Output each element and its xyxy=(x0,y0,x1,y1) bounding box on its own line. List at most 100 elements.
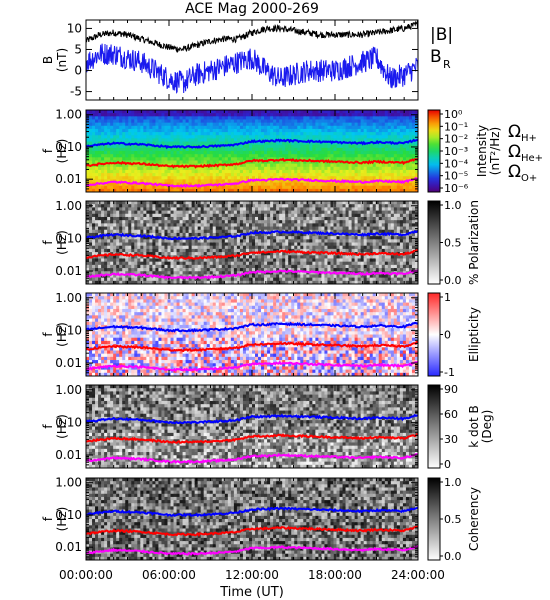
spectrogram-cell xyxy=(339,182,344,187)
spectrogram-cell xyxy=(348,116,353,121)
spectrogram-cell xyxy=(197,280,202,284)
spectrogram-cell xyxy=(327,147,332,152)
spectrogram-cell xyxy=(282,277,286,282)
spectrogram-cell xyxy=(411,169,416,174)
spectrogram-cell xyxy=(218,141,223,146)
spectrogram-cell xyxy=(140,154,144,158)
spectrogram-cell xyxy=(101,163,105,168)
spectrogram-cell xyxy=(176,216,181,221)
spectrogram-cell xyxy=(303,173,307,177)
spectrogram-cell xyxy=(363,128,368,133)
spectrogram-cell xyxy=(191,122,196,127)
spectrogram-cell xyxy=(402,147,407,152)
spectrogram-cell xyxy=(230,223,235,228)
spectrogram-cell xyxy=(303,226,307,231)
spectrogram-cell xyxy=(224,179,229,184)
spectrogram-cell xyxy=(194,216,199,221)
spectrogram-cell xyxy=(306,141,310,146)
spectrogram-cell xyxy=(309,151,313,155)
spectrogram-cell xyxy=(372,151,377,155)
spectrogram-cell xyxy=(131,125,135,130)
spectrogram-cell xyxy=(288,216,292,221)
spectrogram-cell xyxy=(194,226,199,231)
spectrogram-cell xyxy=(273,232,277,237)
spectrogram-cell xyxy=(294,132,298,136)
spectrogram-cell xyxy=(104,176,108,180)
spectrogram-cell xyxy=(98,151,102,155)
spectrogram-cell xyxy=(176,248,181,253)
spectrogram-cell xyxy=(134,163,138,168)
spectrogram-cell xyxy=(155,151,160,155)
spectrogram-cell xyxy=(300,242,304,247)
spectrogram-cell xyxy=(179,113,184,117)
spectrogram-cell xyxy=(110,151,114,155)
spectrogram-cell xyxy=(143,242,147,247)
spectrogram-cell xyxy=(128,135,132,139)
spectrogram-cell xyxy=(137,116,141,121)
spectrogram-cell xyxy=(149,160,153,165)
spectrogram-cell xyxy=(309,119,313,124)
spectrogram-cell xyxy=(245,176,250,180)
spectrogram-cell xyxy=(146,157,150,162)
spectrogram-cell xyxy=(137,132,141,136)
spectrogram-cell xyxy=(276,210,280,215)
spectrogram-cell xyxy=(179,157,184,162)
spectrogram-cell xyxy=(252,277,256,282)
spectrogram-cell xyxy=(167,157,172,162)
spectrogram-cell xyxy=(309,216,313,221)
spectrogram-cell xyxy=(116,125,120,130)
spectrogram-cell xyxy=(113,220,117,224)
spectrogram-cell xyxy=(161,154,166,158)
spectrogram-cell xyxy=(182,138,187,143)
spectrogram-cell xyxy=(122,261,126,266)
spectrogram-cell xyxy=(140,182,144,187)
spectrogram-cell xyxy=(197,226,202,231)
spectrogram-cell xyxy=(134,232,138,237)
spectrogram-cell xyxy=(363,110,368,114)
spectrogram-cell xyxy=(182,173,187,177)
spectrogram-cell xyxy=(312,141,316,146)
spectrogram-cell xyxy=(270,242,274,247)
spectrogram-cell xyxy=(221,271,226,276)
spectrogram-cell xyxy=(224,135,229,139)
spectrogram-cell xyxy=(366,116,371,121)
spectrogram-cell xyxy=(336,147,341,152)
spectrogram-cell xyxy=(327,119,332,124)
spectrogram-cell xyxy=(173,132,178,136)
spectrogram-cell xyxy=(390,176,395,180)
spectrogram-cell xyxy=(294,261,298,266)
spectrogram-cell xyxy=(402,138,407,143)
spectrogram-cell xyxy=(276,113,280,117)
spectrogram-cell xyxy=(95,280,99,284)
spectrogram-cell xyxy=(122,271,126,276)
spectrogram-cell xyxy=(318,113,323,117)
spectrogram-cell xyxy=(303,144,307,149)
spectrogram-cell xyxy=(197,116,202,121)
spectrogram-cell xyxy=(152,216,157,221)
spectrogram-cell xyxy=(149,216,153,221)
spectrogram-cell xyxy=(242,132,247,136)
spectrogram-cell xyxy=(375,157,380,162)
spectrogram-cell xyxy=(366,176,371,180)
spectrogram-cell xyxy=(200,132,205,136)
spectrogram-cell xyxy=(92,204,96,208)
spectrogram-cell xyxy=(167,268,172,272)
spectrogram-cell xyxy=(107,223,111,228)
spectrogram-cell xyxy=(288,213,292,218)
spectrogram-cell xyxy=(227,236,232,240)
spectrogram-cell xyxy=(333,141,338,146)
spectrogram-cell xyxy=(324,144,329,149)
spectrogram-cell xyxy=(236,274,241,279)
spectrogram-cell xyxy=(306,173,310,177)
spectrogram-cell xyxy=(179,245,184,250)
spectrogram-cell xyxy=(113,160,117,165)
spectrogram-cell xyxy=(363,169,368,174)
spectrogram-cell xyxy=(164,280,169,284)
spectrogram-cell xyxy=(252,220,256,224)
spectrogram-cell xyxy=(384,125,389,130)
spectrogram-cell xyxy=(209,176,214,180)
spectrogram-cell xyxy=(209,151,214,155)
spectrogram-cell xyxy=(203,176,208,180)
spectrogram-cell xyxy=(273,220,277,224)
spectrogram-cell xyxy=(125,185,129,190)
